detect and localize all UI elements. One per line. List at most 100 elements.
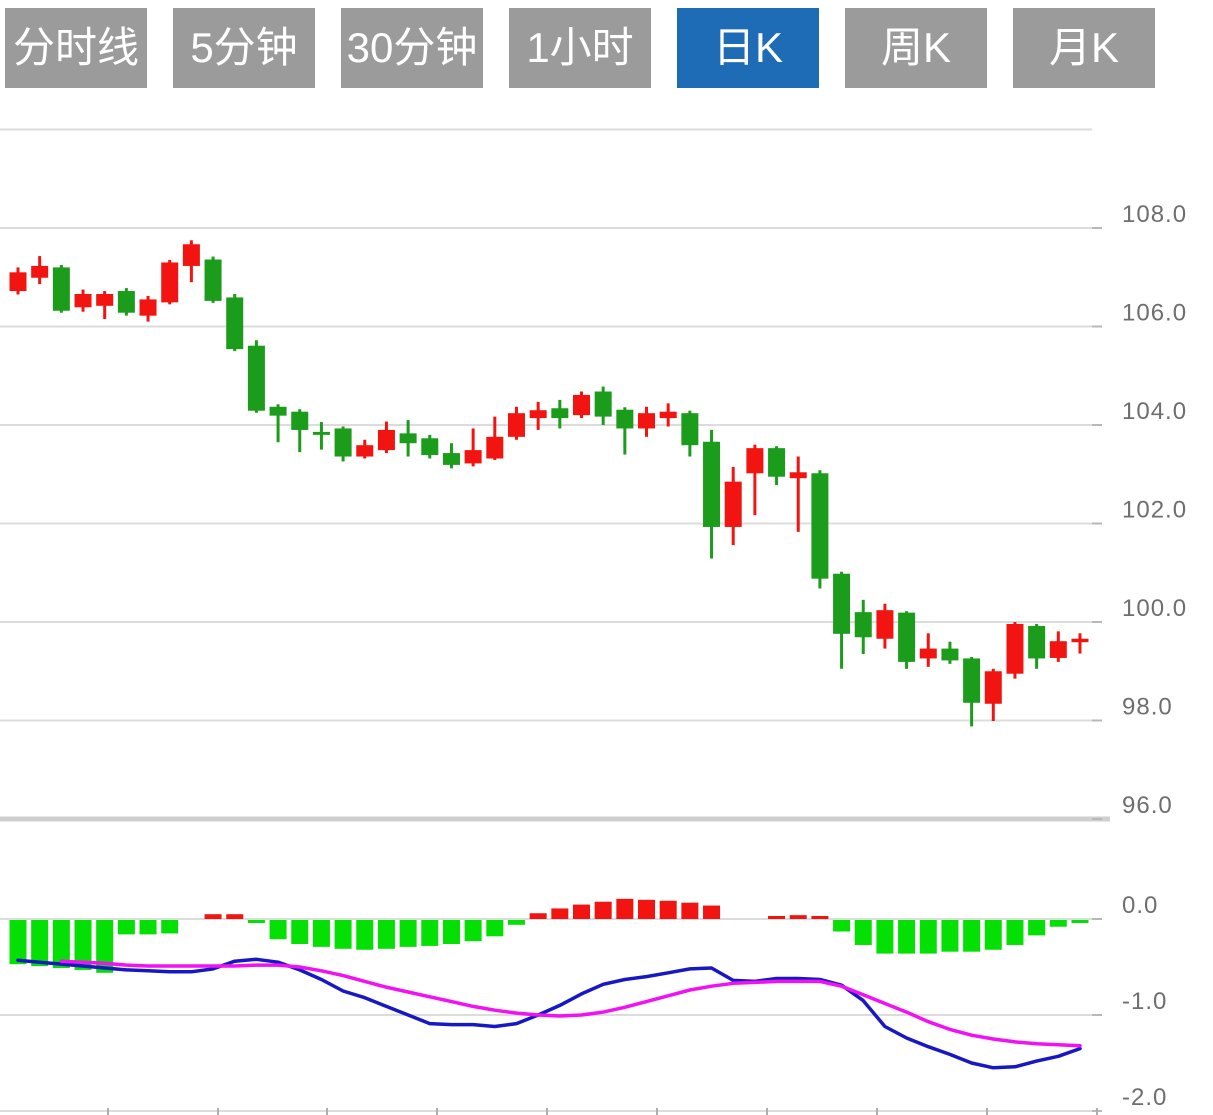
macd-bar: [421, 920, 439, 946]
candle: [833, 571, 851, 669]
candle: [52, 264, 70, 313]
candle: [681, 410, 699, 457]
candle: [594, 386, 612, 425]
dif-line: [16, 957, 1082, 1070]
macd-bar: [529, 913, 547, 919]
macd-bar: [1071, 920, 1089, 923]
macd-bar: [312, 920, 330, 947]
candle: [746, 444, 764, 516]
candle: [334, 426, 352, 462]
candle: [226, 293, 244, 352]
candle: [1028, 623, 1046, 669]
candle: [659, 403, 677, 427]
candle: [1071, 633, 1089, 654]
macd-bar: [616, 898, 634, 919]
candle: [529, 401, 547, 430]
candle: [768, 446, 786, 486]
macd-axis-labels: 0.0 -1.0 -2.0: [1122, 892, 1167, 1111]
candle: [507, 406, 525, 440]
candle: [421, 434, 439, 459]
candle: [854, 599, 872, 655]
tab-timeline[interactable]: 分时线: [5, 8, 147, 88]
macd-bar: [898, 920, 916, 954]
candle: [984, 668, 1002, 721]
macd-bar: [486, 920, 504, 937]
macd-bar: [1049, 920, 1067, 927]
candle: [572, 391, 590, 419]
candle: [377, 421, 395, 454]
tab-monthly-k[interactable]: 月K: [1013, 8, 1155, 88]
macd-bar: [507, 920, 525, 925]
candle: [139, 295, 157, 322]
macd-bar: [247, 920, 265, 923]
macd-bar: [356, 920, 374, 950]
macd-bar: [659, 900, 677, 919]
macd-bar: [963, 920, 981, 952]
candle: [616, 407, 634, 455]
macd-bar: [31, 920, 49, 967]
macd-bar: [789, 915, 807, 919]
candle: [117, 288, 135, 316]
candle: [312, 422, 330, 450]
price-axis-label: 100.0: [1122, 595, 1187, 622]
price-axis-labels: 108.0 106.0 104.0 102.0 100.0 98.0 96.0: [1122, 201, 1187, 819]
macd-bar: [226, 914, 244, 919]
candle: [31, 256, 49, 285]
period-tab-bar: 分时线 5分钟 30分钟 1小时 日K 周K 月K: [0, 8, 1213, 88]
tab-daily-k[interactable]: 日K: [677, 8, 819, 88]
dea-line: [59, 959, 1082, 1048]
tab-30min[interactable]: 30分钟: [341, 8, 483, 88]
macd-axis-label: 0.0: [1122, 892, 1158, 919]
macd-bar: [117, 920, 135, 935]
macd-bar: [941, 920, 959, 952]
macd-bar: [1028, 920, 1046, 936]
candle: [74, 289, 92, 312]
macd-bar: [811, 916, 829, 919]
macd-bar: [399, 920, 417, 947]
candle: [399, 420, 417, 457]
candle: [182, 240, 200, 283]
macd-bar: [984, 920, 1002, 950]
macd-bar: [9, 920, 27, 965]
price-axis-label: 108.0: [1122, 201, 1187, 228]
macd-bar: [139, 920, 157, 935]
macd-bar: [377, 920, 395, 949]
macd-bar: [572, 904, 590, 919]
candle: [789, 456, 807, 532]
candle: [919, 633, 937, 667]
macd-bar: [854, 920, 872, 945]
candle: [898, 611, 916, 669]
macd-bar: [594, 901, 612, 919]
macd-bar: [291, 920, 309, 944]
candle: [161, 260, 179, 305]
candle: [442, 443, 460, 469]
macd-axis-label: -1.0: [1122, 988, 1167, 1015]
price-axis-label: 104.0: [1122, 398, 1187, 425]
candle: [356, 439, 374, 459]
macd-bar: [551, 908, 569, 919]
candle: [269, 404, 287, 443]
macd-bar: [919, 920, 937, 954]
bottom-axis-ticks: [107, 1108, 1098, 1115]
tab-5min[interactable]: 5分钟: [173, 8, 315, 88]
macd-bar: [464, 920, 482, 942]
candle: [291, 409, 309, 453]
macd-bar: [768, 916, 786, 919]
tab-1hour[interactable]: 1小时: [509, 8, 651, 88]
macd-bar: [269, 920, 287, 940]
macd-bar: [74, 920, 92, 970]
macd-bar: [52, 920, 70, 968]
macd-bar: [1006, 920, 1024, 945]
candle: [1006, 622, 1024, 679]
candle: [941, 641, 959, 664]
candle: [703, 429, 721, 559]
candle: [811, 470, 829, 589]
macd-bar: [638, 899, 656, 919]
candle: [96, 291, 114, 320]
candle: [204, 256, 222, 303]
price-axis-label: 98.0: [1122, 694, 1173, 721]
macd-bar: [833, 920, 851, 932]
tab-weekly-k[interactable]: 周K: [845, 8, 987, 88]
